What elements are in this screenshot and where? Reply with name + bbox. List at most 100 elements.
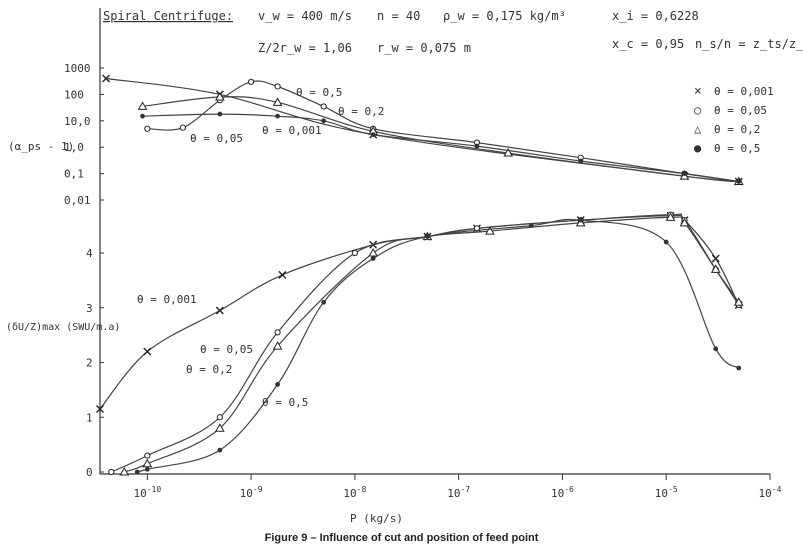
x-ticks: 10-10 10-9 10-8 10-7 10-6 10-5 10-4 xyxy=(133,474,782,500)
legend-marker-circle: ○ xyxy=(694,103,701,117)
upper-series-line-1 xyxy=(147,80,739,183)
upper-annotation-theta-05: θ = 0,5 xyxy=(296,86,342,99)
upper-series-line-0 xyxy=(105,77,739,183)
lower-data-point xyxy=(274,329,281,336)
upper-data-point xyxy=(320,103,327,110)
lower-data-point xyxy=(134,469,140,475)
lower-y-tick-label: 3 xyxy=(86,302,93,315)
legend-marker-dot: ● xyxy=(694,141,702,155)
legend-marker-cross: × xyxy=(694,84,702,99)
lower-data-point xyxy=(485,226,495,235)
lower-series-group xyxy=(96,211,744,476)
lower-data-point xyxy=(425,234,430,239)
header-param-z2rw: Z/2r_w = 1,06 xyxy=(258,41,352,55)
x-tick-label: 10-7 xyxy=(447,485,470,500)
upper-annotation-theta-005: θ = 0,05 xyxy=(190,132,243,145)
legend-marker-triangle: △ xyxy=(694,122,702,136)
lower-data-point xyxy=(143,347,152,356)
upper-data-point xyxy=(321,118,327,124)
upper-y-tick-label: 1000 xyxy=(64,62,91,75)
upper-data-point xyxy=(275,113,280,119)
header-param-vw: v_w = 400 m/s xyxy=(258,9,352,23)
lower-data-point xyxy=(214,423,225,432)
lower-data-point xyxy=(578,217,584,223)
lower-data-point xyxy=(665,212,676,221)
x-tick-label: 10-8 xyxy=(343,485,366,500)
upper-y-tick-label: 0,1 xyxy=(64,168,84,181)
x-axis-label: P (kg/s) xyxy=(350,512,403,525)
lower-data-point xyxy=(96,405,104,414)
upper-data-point xyxy=(144,125,151,132)
upper-y-ticks: 1000 100 10,0 1,0 0,1 0,01 xyxy=(64,62,104,207)
upper-y-tick-label: 10,0 xyxy=(64,115,91,128)
x-tick-label: 10-5 xyxy=(655,485,678,500)
upper-data-point xyxy=(370,132,376,138)
upper-y-tick-label: 100 xyxy=(64,88,84,101)
lower-data-point xyxy=(275,382,280,387)
legend-label-theta-05: θ = 0,5 xyxy=(714,142,760,155)
lower-data-point xyxy=(528,223,534,229)
lower-data-point xyxy=(663,239,669,245)
upper-y-axis-label: (α_ps - 1) xyxy=(8,140,74,153)
upper-data-point xyxy=(217,111,223,117)
lower-annotation-theta-02: θ = 0,2 xyxy=(186,363,232,376)
upper-data-point xyxy=(578,158,584,164)
lower-annotation-theta-0001: θ = 0,001 xyxy=(137,293,197,306)
lower-y-ticks: 0 1 2 3 4 xyxy=(86,247,104,479)
header-param-xi: x_i = 0,6228 xyxy=(612,9,699,23)
lower-data-point xyxy=(216,414,223,421)
lower-series-line-0 xyxy=(99,214,740,410)
x-tick-label: 10-4 xyxy=(759,485,782,500)
lower-data-point xyxy=(713,346,719,352)
lower-data-point xyxy=(119,466,130,476)
legend-label-theta-0001: θ = 0,001 xyxy=(714,85,774,98)
legend-label-theta-02: θ = 0,2 xyxy=(714,123,760,136)
lower-y-tick-label: 2 xyxy=(86,357,93,370)
legend: × θ = 0,001 ○ θ = 0,05 △ θ = 0,2 ● θ = 0… xyxy=(694,84,774,155)
lower-y-axis-label: (δU/Z)max (SWU/m.a) xyxy=(6,322,120,333)
lower-data-point xyxy=(321,299,327,305)
upper-series-line-3 xyxy=(142,113,739,183)
lower-data-point xyxy=(351,249,358,257)
lower-annotation-theta-005: θ = 0,05 xyxy=(200,343,253,356)
header-param-rho: ρ_w = 0,175 kg/m³ xyxy=(443,9,566,23)
header-param-theta: n_s/n = z_ts/z_t = θ xyxy=(695,37,803,51)
lower-data-point xyxy=(736,365,742,371)
lower-data-point xyxy=(278,270,287,279)
lower-data-point xyxy=(272,341,283,350)
lower-data-point xyxy=(733,297,744,306)
upper-data-point xyxy=(736,179,742,184)
lower-data-point xyxy=(370,256,376,261)
upper-annotation-theta-02: θ = 0,2 xyxy=(338,105,384,118)
header-title: Spiral Centrifuge: xyxy=(103,9,233,23)
lower-data-point xyxy=(711,254,720,263)
legend-label-theta-005: θ = 0,05 xyxy=(714,104,767,117)
lower-y-tick-label: 1 xyxy=(86,411,93,424)
upper-series-group xyxy=(102,74,744,186)
upper-data-point xyxy=(102,74,111,83)
upper-data-point xyxy=(503,148,514,157)
x-tick-label: 10-9 xyxy=(240,485,263,500)
lower-data-point xyxy=(144,452,151,459)
upper-data-point xyxy=(272,97,283,106)
lower-data-point xyxy=(710,264,721,273)
x-tick-label: 10-6 xyxy=(551,485,574,500)
upper-annotation-theta-0001: θ = 0,001 xyxy=(262,124,322,137)
upper-y-tick-label: 1,0 xyxy=(64,141,84,154)
upper-data-point xyxy=(474,143,480,149)
figure-caption: Figure 9 – Influence of cut and position… xyxy=(265,532,539,544)
header-param-xc: x_c = 0,95 xyxy=(612,37,684,51)
upper-data-point xyxy=(140,113,145,119)
upper-data-point xyxy=(274,83,281,90)
lower-y-tick-label: 4 xyxy=(86,247,93,260)
upper-data-point xyxy=(682,171,687,177)
header-param-n: n = 40 xyxy=(377,9,420,23)
lower-data-point xyxy=(368,247,379,257)
lower-data-point xyxy=(679,217,690,227)
lower-data-point xyxy=(144,466,150,472)
lower-data-point xyxy=(215,306,224,315)
upper-y-tick-label: 0,01 xyxy=(64,194,91,207)
upper-data-point xyxy=(214,91,225,101)
upper-data-point xyxy=(247,78,255,85)
